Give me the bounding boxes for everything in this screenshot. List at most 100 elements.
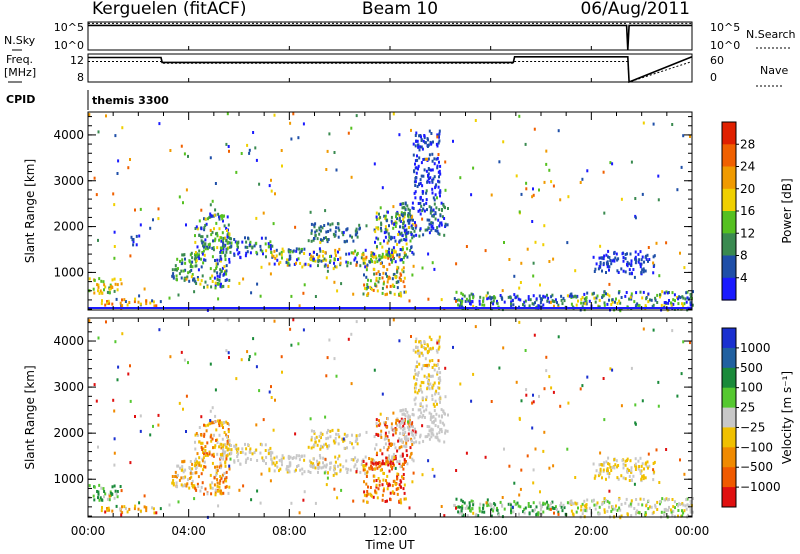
range-gate-cell: [204, 280, 207, 284]
range-gate-cell: [399, 292, 402, 295]
range-gate-cell: [641, 296, 644, 300]
range-gate-cell: [415, 176, 417, 179]
range-gate-cell: [324, 251, 327, 255]
range-gate-cell: [329, 429, 332, 433]
range-gate-cell: [639, 262, 642, 266]
range-gate-cell: [391, 457, 393, 461]
range-gate-cell: [209, 203, 212, 207]
range-gate-cell: [408, 506, 411, 510]
range-gate-cell: [683, 266, 686, 270]
range-gate-cell: [679, 296, 682, 300]
range-gate-cell: [354, 256, 357, 260]
range-gate-cell: [580, 508, 583, 512]
range-gate-cell: [124, 506, 127, 510]
range-gate-cell: [428, 348, 431, 351]
colorbar-frame: [721, 327, 737, 508]
cpid-value: themis 3300: [92, 94, 169, 107]
range-gate-cell: [407, 437, 410, 441]
range-gate-cell: [522, 303, 524, 307]
range-gate-cell: [309, 471, 312, 474]
range-gate-cell: [388, 459, 391, 463]
range-gate-cell: [398, 420, 401, 424]
range-gate-cell: [424, 435, 427, 439]
range-gate-cell: [414, 390, 417, 394]
range-gate-cell: [325, 276, 328, 280]
range-gate-cell: [398, 462, 401, 465]
range-gate-cell: [221, 437, 224, 441]
nsky-line: [88, 24, 692, 51]
range-gate-cell: [659, 295, 661, 299]
range-gate-cell: [321, 445, 324, 449]
range-gate-cell: [566, 447, 569, 451]
range-gate-cell: [588, 299, 591, 303]
range-gate-cell: [647, 300, 650, 304]
range-gate-cell: [325, 374, 328, 378]
range-gate-cell: [496, 299, 498, 303]
range-gate-cell: [421, 266, 424, 270]
range-gate-cell: [433, 368, 436, 372]
range-gate-cell: [327, 230, 330, 233]
range-gate-cell: [485, 501, 488, 505]
range-gate-cell: [647, 452, 650, 456]
range-gate-cell: [88, 277, 91, 281]
range-gate-cell: [213, 276, 216, 280]
range-gate-cell: [437, 347, 440, 351]
range-gate-cell: [525, 181, 528, 185]
nsearch-line: [88, 22, 692, 49]
range-gate-cell: [492, 296, 495, 300]
range-gate-cell: [399, 465, 402, 469]
range-gate-cell: [208, 242, 211, 246]
range-gate-cell: [267, 452, 270, 456]
range-gate-cell: [583, 504, 586, 508]
range-gate-cell: [346, 264, 349, 268]
range-gate-cell: [415, 382, 417, 386]
range-gate-cell: [397, 439, 400, 443]
range-gate-cell: [185, 223, 187, 227]
range-gate-cell: [352, 458, 355, 462]
range-gate-cell: [478, 506, 481, 510]
range-gate-cell: [577, 299, 579, 303]
range-gate-cell: [211, 199, 214, 203]
range-gate-cell: [377, 227, 380, 231]
range-gate-cell: [273, 456, 276, 460]
range-gate-cell: [421, 147, 424, 151]
range-gate-cell: [216, 438, 219, 442]
range-gate-cell: [121, 298, 123, 302]
range-gate-cell: [433, 363, 436, 367]
range-gate-cell: [422, 174, 425, 178]
range-gate-cell: [518, 493, 521, 497]
range-gate-cell: [466, 514, 469, 518]
range-gate-cell: [415, 378, 418, 381]
range-gate-cell: [329, 259, 332, 263]
range-gate-cell: [177, 500, 180, 504]
range-gate-cell: [194, 487, 197, 491]
xtick-label: 12:00: [373, 524, 408, 538]
range-gate-cell: [605, 477, 607, 481]
range-gate-cell: [250, 291, 253, 295]
range-gate-cell: [570, 509, 573, 513]
range-gate-cell: [391, 490, 394, 494]
range-gate-cell: [414, 180, 417, 184]
range-gate-cell: [205, 452, 208, 456]
range-gate-cell: [400, 485, 402, 489]
range-gate-cell: [437, 141, 440, 145]
range-gate-cell: [269, 247, 272, 251]
range-gate-cell: [382, 282, 385, 286]
range-gate-cell: [470, 193, 473, 197]
range-gate-cell: [221, 423, 224, 427]
range-gate-cell: [622, 476, 625, 480]
range-gate-cell: [201, 481, 204, 485]
range-gate-cell: [408, 208, 411, 212]
range-gate-cell: [208, 215, 211, 219]
range-gate-cell: [637, 459, 640, 463]
range-gate-cell: [288, 470, 291, 474]
range-gate-cell: [410, 215, 413, 219]
range-gate-cell: [254, 352, 257, 356]
range-gate-cell: [653, 460, 656, 464]
range-gate-cell: [431, 394, 434, 398]
range-gate-cell: [120, 513, 123, 517]
range-gate-cell: [393, 429, 396, 433]
range-gate-cell: [366, 470, 369, 474]
range-gate-cell: [581, 296, 584, 299]
range-gate-cell: [303, 458, 306, 462]
